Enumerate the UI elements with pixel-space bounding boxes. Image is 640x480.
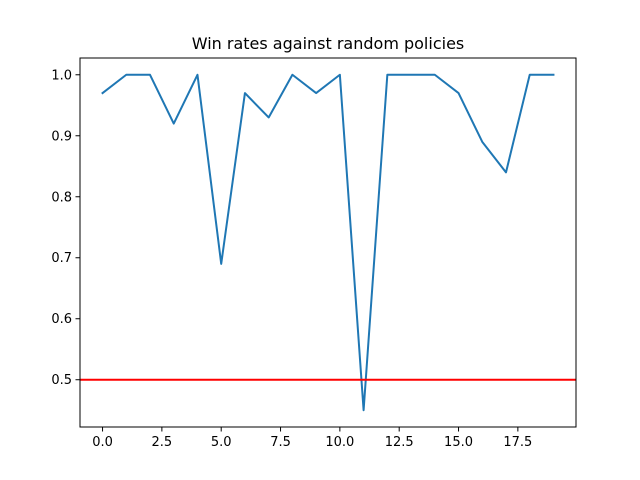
chart-title: Win rates against random policies — [192, 34, 465, 53]
x-tick-label: 7.5 — [270, 435, 291, 450]
x-tick-label: 2.5 — [152, 435, 173, 450]
y-tick-label: 0.7 — [51, 251, 72, 266]
y-tick-label: 0.9 — [51, 129, 72, 144]
x-tick-label: 5.0 — [211, 435, 232, 450]
x-tick-label: 10.0 — [325, 435, 354, 450]
y-tick-label: 1.0 — [51, 68, 72, 83]
x-tick-label: 0.0 — [92, 435, 113, 450]
x-tick-label: 15.0 — [444, 435, 473, 450]
y-tick-label: 0.5 — [51, 373, 72, 388]
x-tick-label: 12.5 — [385, 435, 414, 450]
plot-area: 0.0 2.5 5.0 7.5 10.0 12.5 15.0 17.5 0.5 0.6 0.7 0.8… — [51, 57, 577, 450]
y-tick-label: 0.6 — [51, 312, 72, 327]
axes-frame — [79, 57, 577, 428]
y-tick-label: 0.8 — [51, 190, 72, 205]
x-tick-label: 17.5 — [503, 435, 532, 450]
series-line-0 — [101, 73, 555, 412]
